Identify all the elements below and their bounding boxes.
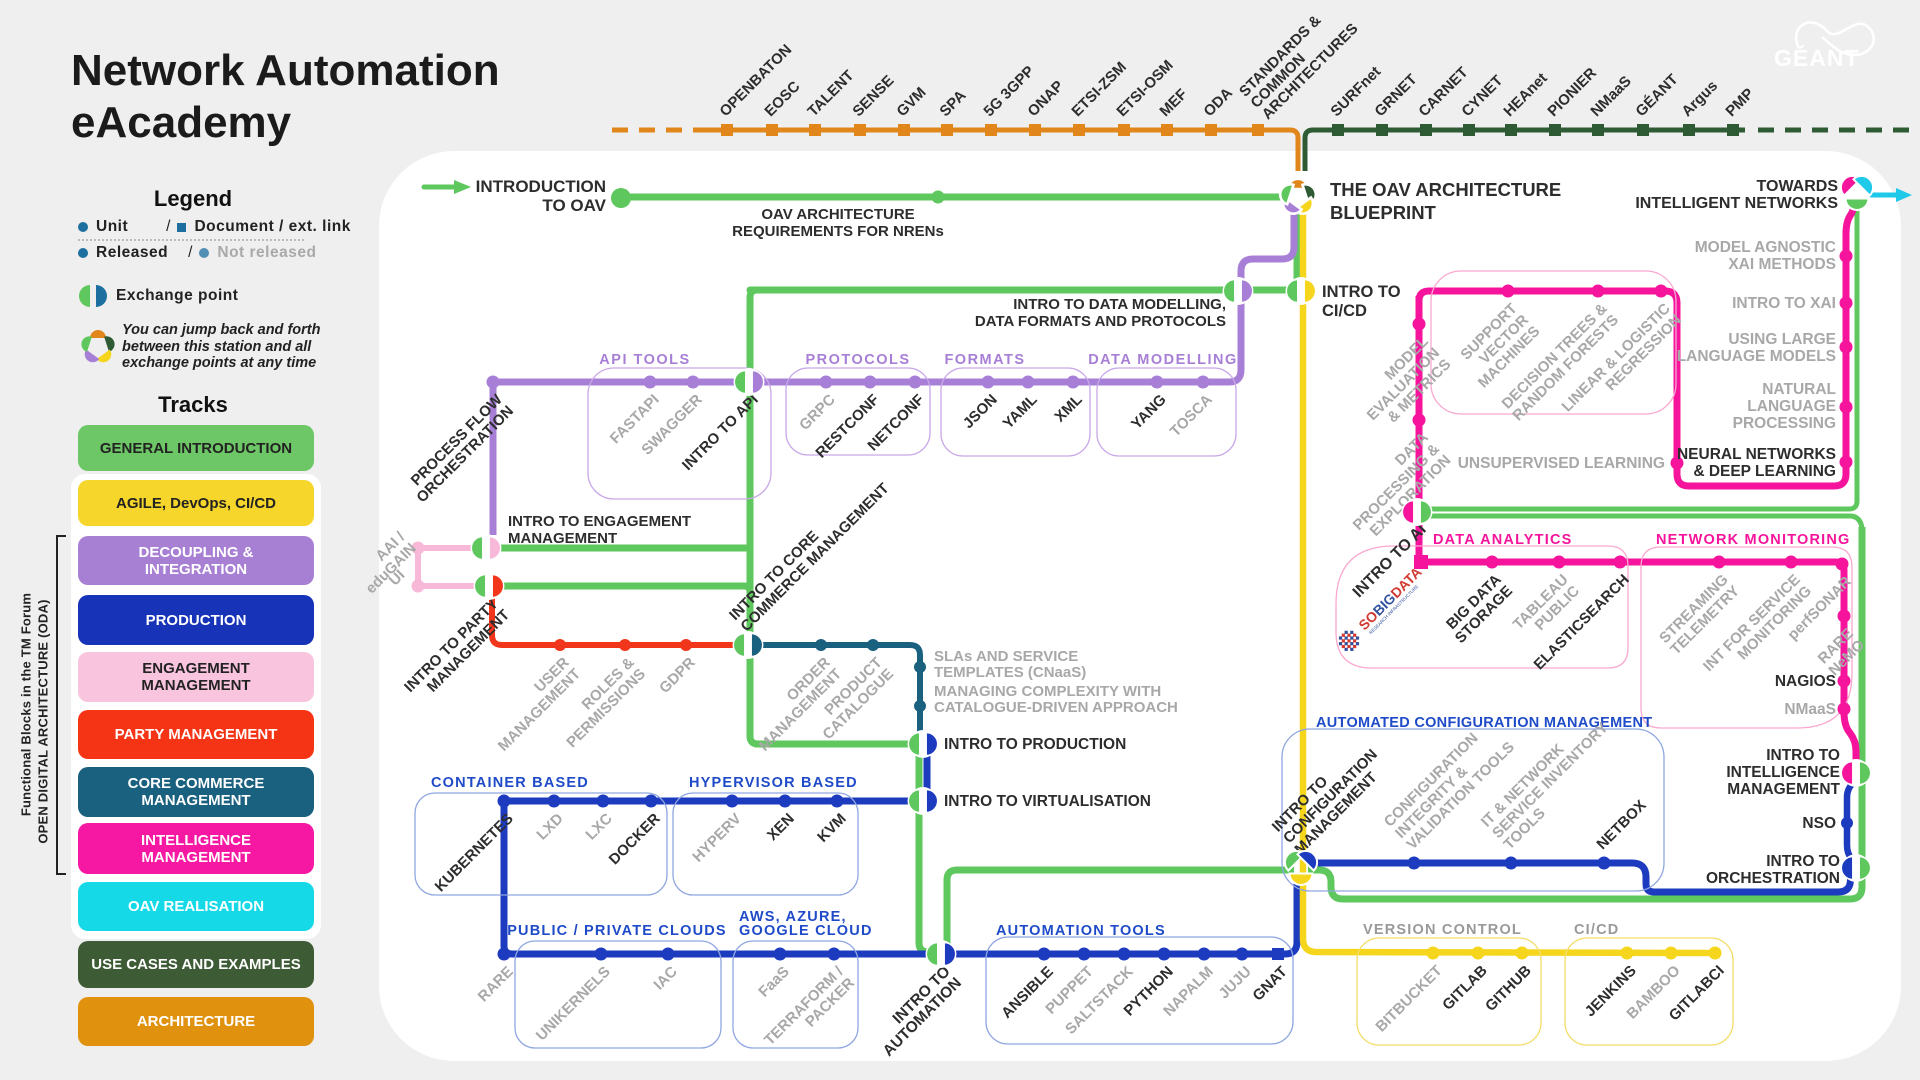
svg-text:DATA MODELLING: DATA MODELLING — [1088, 352, 1238, 368]
svg-text:CI/CD: CI/CD — [1574, 922, 1619, 938]
svg-text:NEURAL NETWORKS: NEURAL NETWORKS — [1677, 446, 1836, 463]
svg-text:AWS, AZURE,: AWS, AZURE, — [739, 909, 847, 925]
svg-text:MODEL AGNOSTIC: MODEL AGNOSTIC — [1695, 239, 1836, 256]
svg-text:INTRO TO PRODUCTION: INTRO TO PRODUCTION — [944, 736, 1126, 753]
svg-text:INTRO TO: INTRO TO — [1322, 283, 1401, 301]
svg-text:REQUIREMENTS FOR NRENs: REQUIREMENTS FOR NRENs — [732, 223, 944, 240]
svg-text:BLUEPRINT: BLUEPRINT — [1330, 202, 1437, 223]
svg-text:NATURAL: NATURAL — [1762, 381, 1836, 398]
svg-text:TO OAV: TO OAV — [542, 196, 606, 215]
svg-text:LANGUAGE: LANGUAGE — [1747, 398, 1836, 415]
svg-text:USING LARGE: USING LARGE — [1728, 331, 1836, 348]
svg-text:NAGIOS: NAGIOS — [1775, 673, 1836, 690]
svg-text:PROCESSING: PROCESSING — [1733, 415, 1836, 432]
svg-text:INTRO TO: INTRO TO — [1766, 853, 1840, 870]
svg-text:INTRODUCTION: INTRODUCTION — [476, 177, 606, 196]
svg-text:PROTOCOLS: PROTOCOLS — [805, 352, 910, 368]
svg-text:HYPERVISOR BASED: HYPERVISOR BASED — [689, 775, 858, 791]
svg-text:FORMATS: FORMATS — [944, 352, 1025, 368]
svg-text:INTELLIGENCE: INTELLIGENCE — [1726, 764, 1840, 781]
svg-text:UNSUPERVISED LEARNING: UNSUPERVISED LEARNING — [1458, 455, 1665, 472]
svg-text:LANGUAGE MODELS: LANGUAGE MODELS — [1677, 348, 1836, 365]
svg-text:ORCHESTRATION: ORCHESTRATION — [1706, 870, 1840, 887]
svg-text:CI/CD: CI/CD — [1322, 302, 1367, 320]
svg-text:INTRO TO XAI: INTRO TO XAI — [1732, 295, 1836, 312]
svg-text:NETWORK MONITORING: NETWORK MONITORING — [1656, 532, 1851, 548]
svg-text:AUTOMATION TOOLS: AUTOMATION TOOLS — [996, 923, 1166, 939]
svg-text:INTRO TO: INTRO TO — [1766, 747, 1840, 764]
svg-text:TOWARDS: TOWARDS — [1757, 178, 1839, 195]
svg-text:INTRO TO VIRTUALISATION: INTRO TO VIRTUALISATION — [944, 793, 1151, 810]
svg-text:INTELLIGENT NETWORKS: INTELLIGENT NETWORKS — [1635, 195, 1838, 212]
svg-text:MANAGING COMPLEXITY WITH: MANAGING COMPLEXITY WITH — [934, 683, 1161, 700]
svg-text:NMaaS: NMaaS — [1784, 701, 1836, 718]
svg-text:MANAGEMENT: MANAGEMENT — [508, 530, 617, 547]
svg-text:& DEEP LEARNING: & DEEP LEARNING — [1693, 463, 1836, 480]
svg-text:INTRO TO DATA MODELLING,: INTRO TO DATA MODELLING, — [1013, 296, 1226, 313]
svg-text:GOOGLE CLOUD: GOOGLE CLOUD — [739, 923, 873, 939]
svg-text:CONTAINER BASED: CONTAINER BASED — [431, 775, 589, 791]
svg-text:PUBLIC / PRIVATE CLOUDS: PUBLIC / PRIVATE CLOUDS — [507, 923, 727, 939]
svg-text:THE OAV ARCHITECTURE: THE OAV ARCHITECTURE — [1330, 179, 1561, 200]
svg-text:SLAs AND SERVICE: SLAs AND SERVICE — [934, 648, 1078, 665]
svg-text:XAI METHODS: XAI METHODS — [1728, 256, 1836, 273]
svg-text:OAV ARCHITECTURE: OAV ARCHITECTURE — [761, 206, 914, 223]
svg-text:TEMPLATES (CNaaS): TEMPLATES (CNaaS) — [934, 664, 1086, 681]
svg-text:GÉANT: GÉANT — [1774, 44, 1860, 71]
svg-text:INTRO TO ENGAGEMENT: INTRO TO ENGAGEMENT — [508, 513, 691, 530]
svg-text:VERSION CONTROL: VERSION CONTROL — [1363, 922, 1522, 938]
svg-text:NSO: NSO — [1802, 815, 1836, 832]
svg-text:DATA FORMATS AND PROTOCOLS: DATA FORMATS AND PROTOCOLS — [975, 313, 1226, 330]
svg-text:API TOOLS: API TOOLS — [599, 352, 690, 368]
svg-text:MANAGEMENT: MANAGEMENT — [1727, 781, 1840, 798]
svg-text:AUTOMATED CONFIGURATION MANAGE: AUTOMATED CONFIGURATION MANAGEMENT — [1316, 715, 1652, 731]
svg-text:CATALOGUE-DRIVEN APPROACH: CATALOGUE-DRIVEN APPROACH — [934, 699, 1178, 716]
svg-text:DATA ANALYTICS: DATA ANALYTICS — [1433, 532, 1573, 548]
